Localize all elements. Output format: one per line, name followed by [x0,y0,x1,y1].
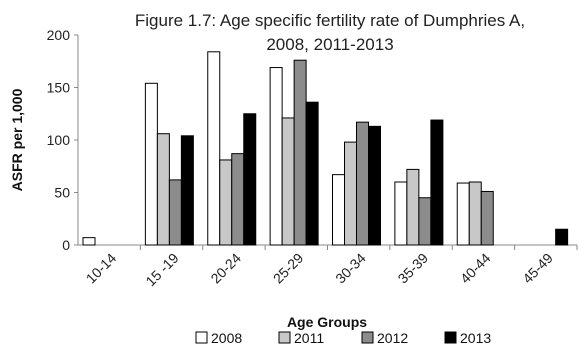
bar-2011-20-24 [219,159,233,246]
bar-2008-30-34 [332,174,345,246]
bar-2013-25-29 [305,101,319,246]
bar-2011-35-39 [406,168,420,246]
bar-2008-40-44 [456,182,470,246]
legend-swatch-2011 [278,331,291,344]
bar-2013-35-39 [430,119,444,246]
x-axis-label: Age Groups [287,314,367,330]
y-tick-label: 50 [54,185,70,201]
legend-label-2008: 2008 [211,330,242,346]
bar-2008-25-29 [269,67,283,246]
bar-2008-20-24 [207,51,221,246]
bar-2011-25-29 [281,117,295,246]
legend-swatch-2008 [195,331,208,344]
bar-2012-15-19 [168,179,182,246]
x-tick-label: 30-34 [332,250,369,287]
chart-title-line-2: 2008, 2011-2013 [266,35,393,54]
bar-2008-35-39 [394,181,408,246]
bar-2008-10-14 [82,237,96,246]
x-tick-label: 35-39 [395,250,432,287]
legend-swatch-2013 [444,331,457,344]
bar-2011-30-34 [344,141,357,246]
x-tick-label: 40-44 [457,250,494,287]
bar-2008-15-19 [144,82,158,246]
plot-area: 0 50 100 150 200 10-14 15 -19 20-24 25-29 30-34 35… [47,27,578,290]
y-tick-label: 200 [47,27,71,43]
bar-2013-30-34 [368,125,381,246]
legend: 2008 2011 2012 2013 [195,330,491,346]
chart-title-line-1: Figure 1.7: Age specific fertility rate … [135,11,525,30]
y-axis-label: ASFR per 1,000 [9,88,25,191]
x-tick-label: 45-49 [519,250,556,287]
x-tick-label: 20-24 [207,250,244,287]
bar-2012-20-24 [231,153,245,246]
bar-2013-15-19 [180,135,194,246]
bar-2013-45-49 [555,228,569,246]
x-tick-label: 15 -19 [142,250,182,290]
x-tick-label: 10-14 [83,250,120,287]
bar-2012-25-29 [293,59,307,246]
bar-2012-30-34 [356,121,369,246]
y-tick-label: 0 [62,237,70,253]
y-tick-label: 100 [47,132,71,148]
bar-2013-20-24 [243,113,257,246]
bar-2011-15-19 [156,133,170,246]
legend-swatch-2012 [361,331,374,344]
x-tick-label: 25-29 [270,250,307,287]
y-tick-label: 150 [47,80,71,96]
legend-label-2013: 2013 [460,330,491,346]
bar-2012-35-39 [418,197,432,246]
bar-2011-40-44 [468,181,482,246]
legend-label-2011: 2011 [294,330,324,346]
bar-2012-40-44 [480,190,494,246]
legend-label-2012: 2012 [377,330,408,346]
